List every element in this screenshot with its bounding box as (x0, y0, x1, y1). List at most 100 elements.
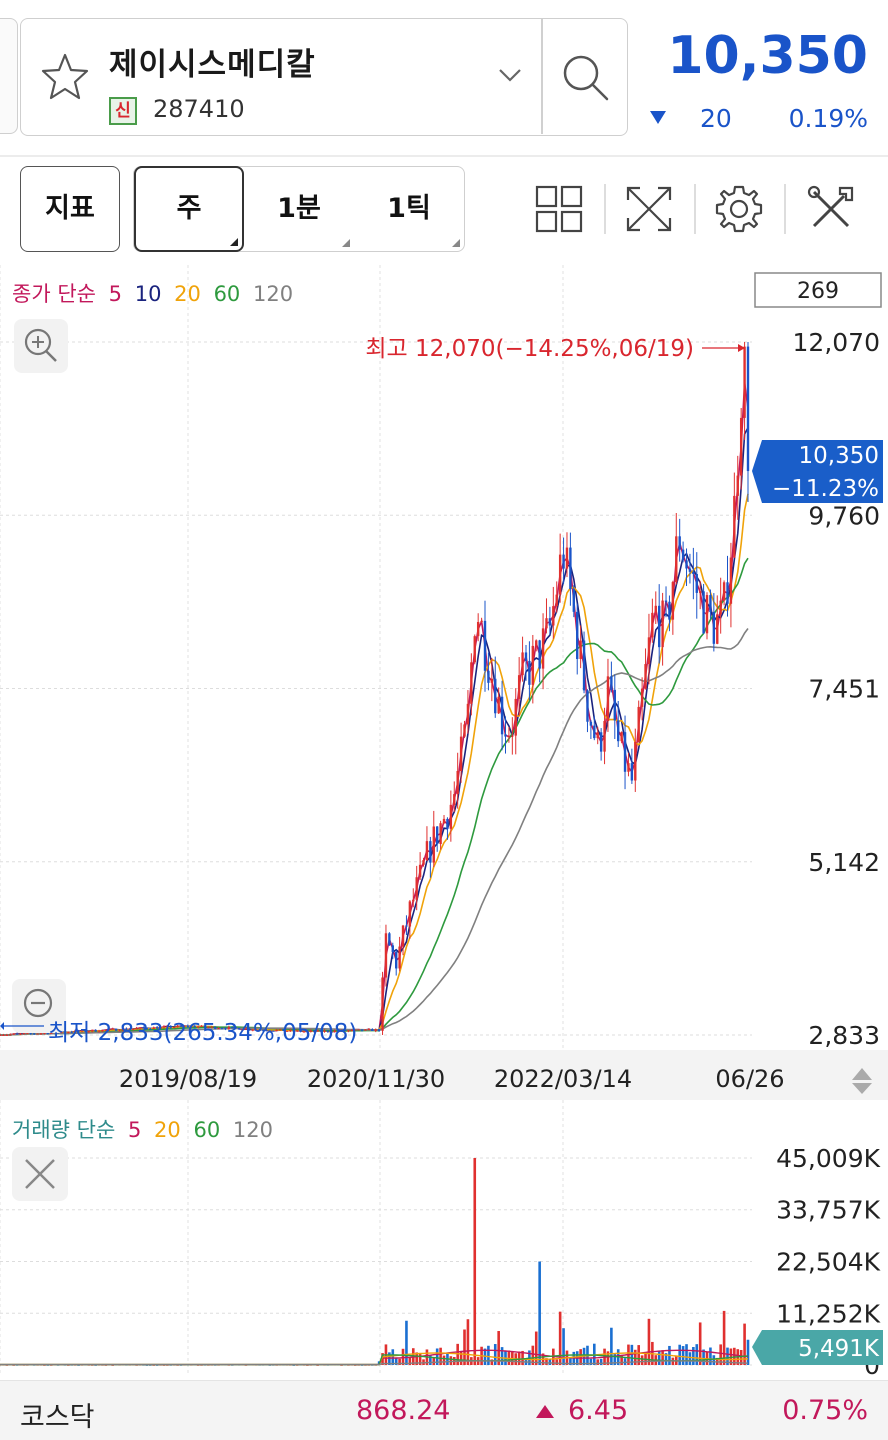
volume-bar (685, 1344, 688, 1365)
candle-body (569, 547, 572, 590)
candle-body (203, 1025, 207, 1028)
volume-bar (548, 1358, 552, 1365)
chevron-down-icon[interactable] (495, 63, 525, 87)
tools-icon[interactable] (804, 182, 858, 236)
period-1min-button[interactable]: 1분 (244, 167, 354, 251)
volume-bar (733, 1347, 736, 1365)
market-index-bar[interactable]: 코스닥 868.24 6.45 0.75% (0, 1380, 888, 1440)
candle-body (265, 1030, 268, 1032)
volume-bar (487, 1345, 490, 1365)
candle-body (487, 670, 490, 683)
volume-legend: 거래량 단순 5 20 60 120 (12, 1118, 273, 1142)
candle-body (473, 636, 476, 663)
candle-body (562, 554, 565, 569)
volume-bar (623, 1358, 627, 1365)
divider (694, 184, 696, 234)
candle-body (613, 689, 616, 721)
divider (784, 184, 786, 234)
volume-bar (664, 1353, 668, 1365)
settings-gear-icon[interactable] (712, 182, 766, 236)
candle-body (217, 1028, 220, 1030)
candle-body (668, 601, 671, 620)
candle-body (504, 734, 507, 737)
candle-body (330, 1031, 333, 1033)
volume-bar (429, 1355, 432, 1365)
volume-bar (507, 1350, 511, 1365)
stock-name[interactable]: 제이시스메디칼 (109, 47, 316, 83)
candle-body (425, 841, 429, 861)
volume-bar (145, 1364, 149, 1366)
current-tag-price: 10,350 (799, 443, 879, 469)
search-icon[interactable] (557, 49, 615, 107)
resize-updown-icon[interactable] (852, 1068, 872, 1094)
candle-body (381, 977, 384, 1031)
legend-ma5: 5 (109, 282, 122, 306)
market-value: 868.24 (356, 1395, 451, 1426)
candle-body (149, 1028, 152, 1030)
volume-bar (408, 1356, 412, 1365)
stock-selector[interactable]: 제이시스메디칼 신 287410 (20, 18, 628, 136)
volume-bar (394, 1357, 398, 1365)
volume-bar (712, 1355, 716, 1365)
legend-vma5: 5 (128, 1118, 141, 1142)
candle-body (224, 1028, 227, 1030)
zoom-out-icon[interactable] (12, 979, 66, 1033)
candle-body (326, 1030, 330, 1032)
candle-body (162, 1026, 166, 1028)
indicator-button[interactable]: 지표 (20, 166, 120, 252)
candle-body (114, 1028, 118, 1031)
candle-body (234, 1027, 237, 1029)
date-label: 2020/11/30 (307, 1065, 445, 1093)
candle-body (166, 1026, 169, 1028)
candle-body (9, 1034, 12, 1036)
candle-body (463, 724, 466, 737)
close-panel-icon[interactable] (12, 1147, 68, 1201)
candle-body (480, 620, 483, 622)
volume-bar (545, 1358, 548, 1365)
count-box (754, 272, 882, 308)
previous-panel-edge[interactable] (0, 18, 18, 134)
stock-chart[interactable]: 12,070 9,760 7,451 5,142 2,833 45,009K 33,757K… (0, 265, 888, 1380)
candle-body (743, 346, 746, 418)
volume-bar (435, 1348, 439, 1365)
candle-body (190, 1026, 193, 1028)
period-weekly-button[interactable]: 주 (134, 166, 244, 252)
high-pointer-arrow (738, 344, 745, 352)
candle-body (231, 1027, 234, 1029)
volume-bar (456, 1343, 459, 1365)
candle-body (558, 554, 562, 595)
divider (604, 184, 606, 234)
candle-body (333, 1030, 336, 1032)
grid-layout-icon[interactable] (532, 182, 586, 236)
candle-body (630, 763, 634, 781)
candle-body (39, 1033, 43, 1035)
volume-bar (306, 1364, 309, 1366)
candle-body (432, 826, 435, 863)
candle-body (104, 1029, 108, 1031)
candle-body (32, 1033, 36, 1035)
chart-area[interactable]: 12,070 9,760 7,451 5,142 2,833 45,009K 33,757K… (0, 265, 888, 1380)
count-box-value: 269 (797, 279, 839, 304)
candle-body (132, 1028, 135, 1030)
price-legend: 종가 단순 5 10 20 60 120 (12, 282, 293, 306)
fullscreen-icon[interactable] (622, 182, 676, 236)
candle-body (459, 736, 463, 771)
zoom-in-icon[interactable] (14, 319, 68, 373)
candle-body (722, 582, 726, 601)
legend-title: 종가 단순 (12, 282, 96, 306)
volume-bar (610, 1327, 613, 1365)
candle-body (675, 536, 678, 583)
market-change: 6.45 (568, 1395, 629, 1426)
candle-body (603, 720, 606, 752)
favorite-star-icon[interactable] (39, 51, 91, 103)
period-selector: 주 1분 1틱 (133, 166, 465, 252)
candle-body (685, 560, 688, 569)
candle-body (617, 720, 620, 742)
volume-bar (316, 1364, 319, 1366)
candle-body (142, 1027, 145, 1029)
candle-body (647, 637, 651, 665)
volume-bar (292, 1364, 296, 1366)
period-1tick-button[interactable]: 1틱 (354, 167, 464, 251)
candle-body (599, 732, 603, 752)
volume-tick-label: 45,009K (776, 1144, 880, 1173)
